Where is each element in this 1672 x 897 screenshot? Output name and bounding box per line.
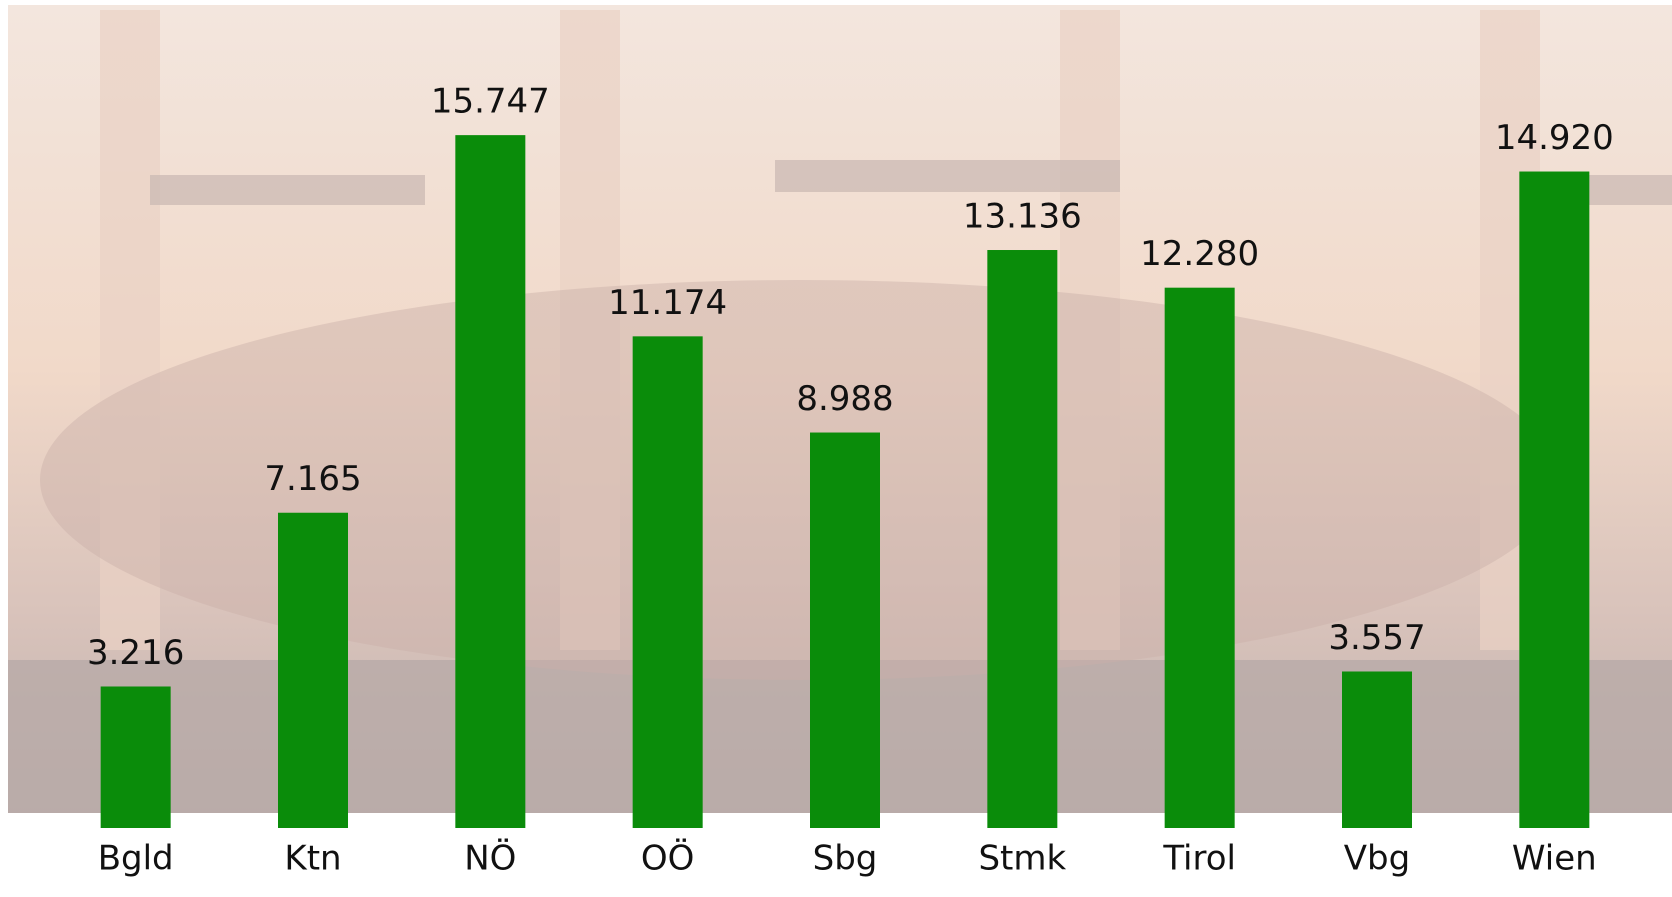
x-tick-label: NÖ bbox=[464, 838, 516, 879]
bar bbox=[278, 513, 348, 828]
bar bbox=[810, 433, 880, 828]
bar bbox=[101, 686, 171, 828]
x-tick-label: Sbg bbox=[813, 839, 878, 879]
value-label: 15.747 bbox=[431, 82, 550, 122]
value-label: 12.280 bbox=[1140, 234, 1259, 274]
x-tick-label: Ktn bbox=[284, 839, 341, 879]
bar bbox=[987, 250, 1057, 828]
bar bbox=[1165, 288, 1235, 828]
x-tick-label: Bgld bbox=[98, 839, 174, 879]
value-label: 13.136 bbox=[963, 197, 1082, 237]
page: Bgld 3.216 Ktn 7.165 NÖ 15.747 OÖ 11.174 Sbg 8.98… bbox=[0, 0, 1672, 897]
value-label: 14.920 bbox=[1495, 118, 1614, 158]
bar bbox=[633, 336, 703, 828]
bar bbox=[455, 135, 525, 828]
value-label: 3.557 bbox=[1328, 618, 1425, 658]
x-tick-label: Wien bbox=[1512, 839, 1597, 879]
x-tick-label: Vbg bbox=[1344, 839, 1410, 879]
x-tick-label: OÖ bbox=[641, 838, 695, 879]
value-label: 7.165 bbox=[264, 459, 361, 499]
bar bbox=[1519, 172, 1589, 828]
value-label: 3.216 bbox=[87, 633, 184, 673]
x-tick-label: Stmk bbox=[978, 839, 1066, 879]
chart: Bgld 3.216 Ktn 7.165 NÖ 15.747 OÖ 11.174 Sbg 8.98… bbox=[0, 0, 1672, 897]
x-tick-label: Tirol bbox=[1162, 839, 1236, 879]
value-label: 11.174 bbox=[608, 283, 727, 323]
value-label: 8.988 bbox=[796, 379, 893, 419]
bar bbox=[1342, 671, 1412, 828]
